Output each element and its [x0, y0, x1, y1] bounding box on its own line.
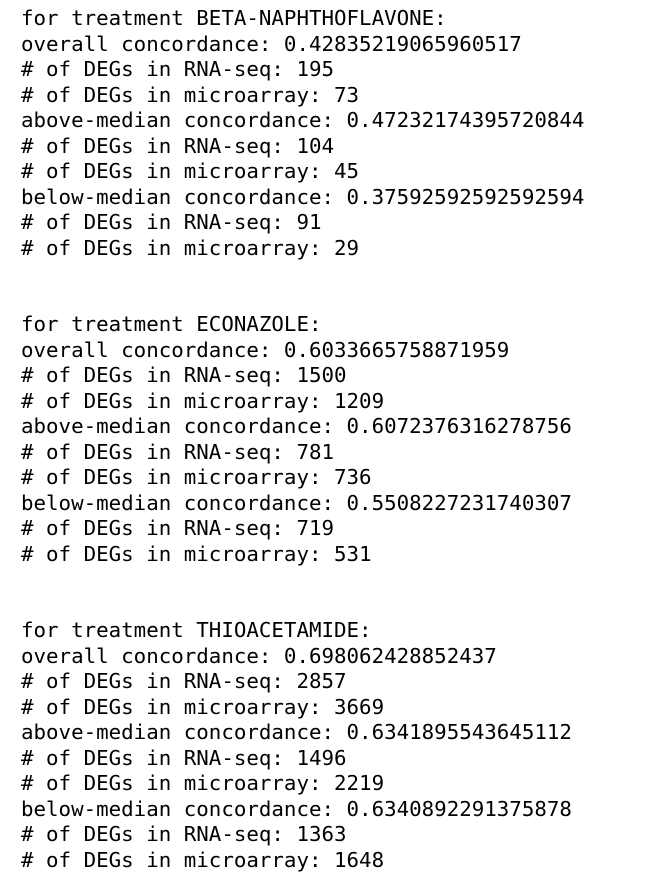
output-line: for treatment THIOACETAMIDE:: [21, 618, 372, 642]
output-line: # of DEGs in RNA-seq: 91: [21, 210, 322, 234]
output-line: # of DEGs in microarray: 531: [21, 541, 372, 566]
output-line: for treatment ECONAZOLE:: [21, 312, 322, 336]
output-line: above-median concordance: 0.634189554364…: [21, 720, 572, 744]
output-line: # of DEGs in microarray: 45: [21, 159, 360, 183]
output-line: overall concordance: 0.42835219065960517: [21, 31, 522, 56]
output-line: below-median concordance: 0.550822723174…: [21, 490, 572, 515]
output-line: # of DEGs in RNA-seq: 2857: [21, 669, 347, 693]
output-line: # of DEGs in RNA-seq: 781: [21, 439, 335, 464]
output-line: below-median concordance: 0.375925925925…: [21, 184, 585, 209]
output-line: above-median concordance: 0.472321743957…: [21, 108, 585, 132]
output-line: # of DEGs in microarray: 736: [21, 465, 372, 489]
output-line: # of DEGs in RNA-seq: 1500: [21, 363, 347, 387]
output-line: # of DEGs in RNA-seq: 719: [21, 516, 335, 540]
output-line: # of DEGs in RNA-seq: 1363: [21, 822, 347, 846]
output-line: for treatment BETA-NAPHTHOFLAVONE:: [21, 6, 447, 30]
output-block: for treatment BETA-NAPHTHOFLAVONE: overal…: [21, 6, 654, 261]
output-line: below-median concordance: 0.634089229137…: [21, 796, 572, 821]
output-line: # of DEGs in RNA-seq: 104: [21, 133, 335, 158]
output-line: overall concordance: 0.698062428852437: [21, 643, 497, 668]
output-line: overall concordance: 0.6033665758871959: [21, 337, 510, 362]
output-line: # of DEGs in RNA-seq: 1496: [21, 745, 347, 770]
output-line: above-median concordance: 0.607237631627…: [21, 414, 572, 438]
output-line: # of DEGs in microarray: 1648: [21, 847, 385, 872]
output-block: for treatment ECONAZOLE: overall concorda…: [21, 312, 654, 567]
output-line: # of DEGs in RNA-seq: 195: [21, 57, 335, 81]
output-line: # of DEGs in microarray: 29: [21, 235, 360, 260]
output-line: # of DEGs in microarray: 73: [21, 82, 360, 107]
output-line: # of DEGs in microarray: 3669: [21, 694, 385, 719]
output-line: # of DEGs in microarray: 1209: [21, 388, 385, 413]
output-block: for treatment THIOACETAMIDE: overall conc…: [21, 618, 654, 873]
output-line: # of DEGs in microarray: 2219: [21, 771, 385, 795]
